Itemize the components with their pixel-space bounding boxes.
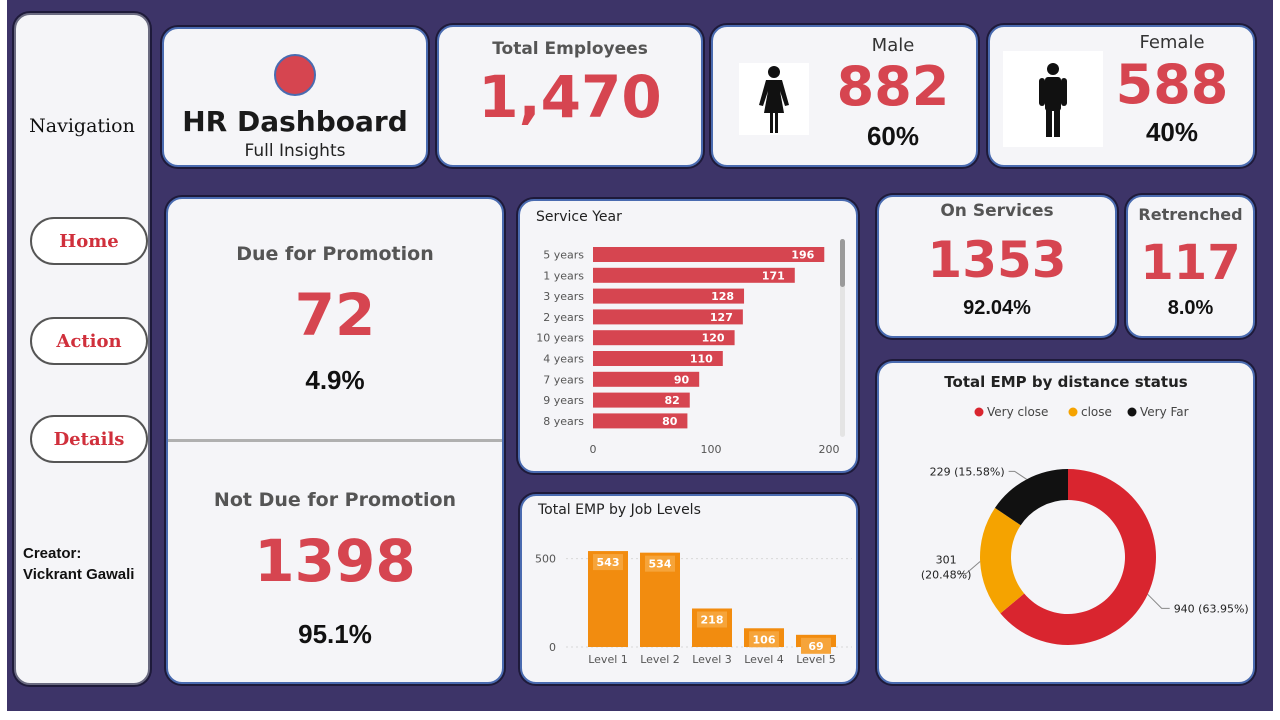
service-year-category-label: 1 years xyxy=(543,269,584,282)
legend-label[interactable]: Very Far xyxy=(1140,405,1189,419)
service-year-bar-value: 90 xyxy=(674,373,690,386)
navigation-title: Navigation xyxy=(16,115,148,137)
male-label: Male xyxy=(823,35,963,56)
legend-label[interactable]: close xyxy=(1081,405,1112,419)
due-promotion-label: Due for Promotion xyxy=(168,243,502,265)
service-year-bar-value: 128 xyxy=(711,290,734,303)
service-year-bar-value: 110 xyxy=(690,353,713,366)
retrenched-value: 117 xyxy=(1128,235,1253,291)
job-levels-chart: 0 500 543 Level 1 534 Level 2 218 Level 3 106 Lev… xyxy=(522,496,856,682)
navigation-panel: Navigation Home Action Details Creator: … xyxy=(14,13,150,685)
legend-marker-icon xyxy=(1128,408,1137,417)
person-icon xyxy=(739,63,809,135)
service-year-category-label: 3 years xyxy=(543,290,584,303)
on-services-card: On Services 1353 92.04% xyxy=(877,195,1117,338)
female-value: 588 xyxy=(1102,53,1242,116)
job-levels-category-label: Level 2 xyxy=(640,653,680,666)
action-button[interactable]: Action xyxy=(30,317,148,365)
job-levels-category-label: Level 3 xyxy=(692,653,732,666)
service-year-bar-value: 171 xyxy=(762,269,785,282)
service-year-bar[interactable] xyxy=(593,247,824,262)
job-levels-bar-value: 543 xyxy=(597,556,620,569)
on-services-percent: 92.04% xyxy=(879,297,1115,320)
service-year-bar-value: 127 xyxy=(710,311,733,324)
due-promotion-value: 72 xyxy=(168,281,502,349)
not-due-promotion-percent: 95.1% xyxy=(168,619,502,650)
job-levels-category-label: Level 1 xyxy=(588,653,628,666)
donut-data-label: 229 (15.58%) xyxy=(930,465,1005,478)
person-icon xyxy=(1003,51,1103,147)
male-card: Male 882 60% xyxy=(711,25,978,167)
dashboard-subtitle: Full Insights xyxy=(164,141,426,161)
home-button[interactable]: Home xyxy=(30,217,148,265)
donut-data-label: 940 (63.95%) xyxy=(1174,602,1249,615)
creator-name: Vickrant Gawali xyxy=(23,566,134,583)
job-levels-bar-value: 106 xyxy=(753,633,776,646)
female-label: Female xyxy=(1102,32,1242,53)
divider xyxy=(168,439,502,442)
total-employees-card: Total Employees 1,470 xyxy=(437,25,703,167)
job-levels-category-label: Level 4 xyxy=(744,653,784,666)
distance-donut-chart: Very close close Very Far 940 (63.95%) 301 (2… xyxy=(879,363,1253,682)
job-levels-card: Total EMP by Job Levels 0 500 543 Level 1 53… xyxy=(520,494,858,684)
total-employees-value: 1,470 xyxy=(439,63,701,131)
male-percent: 60% xyxy=(823,121,963,152)
due-promotion-percent: 4.9% xyxy=(168,365,502,396)
service-year-card: Service Year 5 years 196 1 years 171 3 years… xyxy=(518,199,858,473)
job-levels-bar-value: 69 xyxy=(808,640,823,653)
details-button[interactable]: Details xyxy=(30,415,148,463)
service-year-category-label: 10 years xyxy=(536,332,584,345)
service-year-category-label: 5 years xyxy=(543,249,584,262)
service-year-category-label: 2 years xyxy=(543,311,584,324)
on-services-value: 1353 xyxy=(879,231,1115,289)
not-due-promotion-value: 1398 xyxy=(168,527,502,595)
service-year-scrollbar-thumb[interactable] xyxy=(840,239,845,287)
service-year-bar-value: 82 xyxy=(664,394,679,407)
promotion-card: Due for Promotion 72 4.9% Not Due for Pr… xyxy=(166,197,504,684)
legend-marker-icon xyxy=(975,408,984,417)
logo-icon xyxy=(274,54,316,96)
donut-slice[interactable] xyxy=(980,508,1024,613)
leader-line xyxy=(1009,471,1027,479)
legend-label[interactable]: Very close xyxy=(987,405,1048,419)
retrenched-label: Retrenched xyxy=(1128,205,1253,224)
service-year-category-label: 4 years xyxy=(543,353,584,366)
job-levels-tick-label: 0 xyxy=(549,641,556,654)
service-year-category-label: 8 years xyxy=(543,415,584,428)
job-levels-category-label: Level 5 xyxy=(796,653,836,666)
retrenched-percent: 8.0% xyxy=(1128,297,1253,320)
service-year-tick-label: 0 xyxy=(590,443,597,456)
header-card: HR Dashboard Full Insights xyxy=(162,27,428,167)
service-year-category-label: 9 years xyxy=(543,394,584,407)
service-year-tick-label: 200 xyxy=(819,443,840,456)
creator-label: Creator: xyxy=(23,545,81,562)
job-levels-bar-value: 534 xyxy=(649,558,672,571)
leader-line xyxy=(1148,594,1170,608)
service-year-bar-value: 80 xyxy=(662,415,678,428)
on-services-label: On Services xyxy=(879,201,1115,221)
female-percent: 40% xyxy=(1102,117,1242,148)
job-levels-bar-value: 218 xyxy=(701,613,724,626)
total-employees-label: Total Employees xyxy=(439,39,701,59)
distance-status-card: Total EMP by distance status Very close c… xyxy=(877,361,1255,684)
service-year-tick-label: 100 xyxy=(701,443,722,456)
male-value: 882 xyxy=(823,55,963,118)
legend-marker-icon xyxy=(1069,408,1078,417)
not-due-promotion-label: Not Due for Promotion xyxy=(168,489,502,511)
service-year-bar-value: 196 xyxy=(791,249,814,262)
female-card: Female 588 40% xyxy=(988,25,1255,167)
donut-data-label: (20.48%) xyxy=(921,569,972,582)
retrenched-card: Retrenched 117 8.0% xyxy=(1126,195,1255,338)
dashboard-title: HR Dashboard xyxy=(164,105,426,138)
service-year-category-label: 7 years xyxy=(543,373,584,386)
service-year-chart: 5 years 196 1 years 171 3 years 128 2 years 127… xyxy=(520,201,856,471)
donut-data-label: 301 xyxy=(936,554,957,567)
job-levels-tick-label: 500 xyxy=(535,553,556,566)
service-year-bar-value: 120 xyxy=(702,332,725,345)
